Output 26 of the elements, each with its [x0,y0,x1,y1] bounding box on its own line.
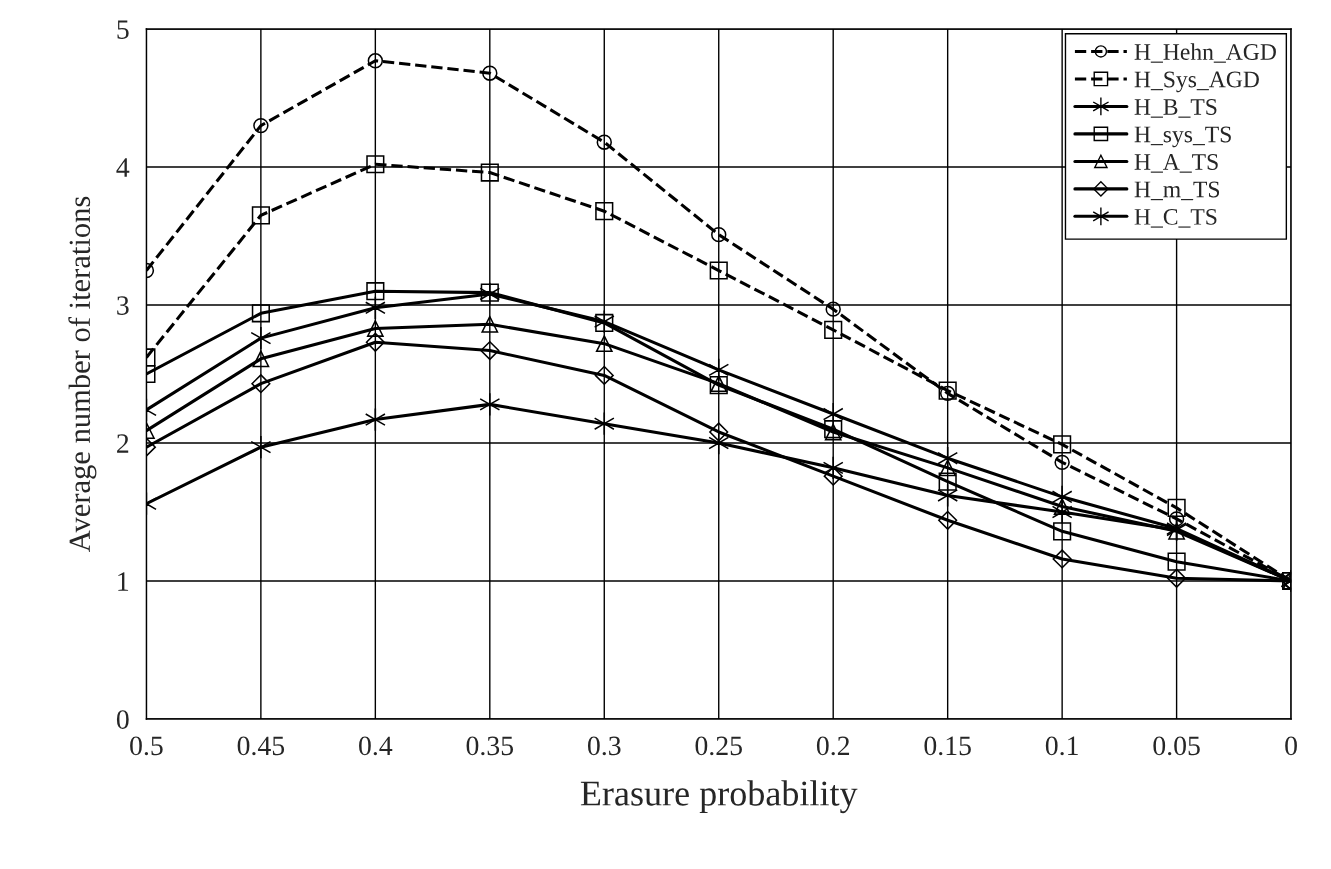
y-tick-label: 1 [118,572,129,591]
y-tick-label: 2 [117,434,129,453]
legend-label: H_C_TS [1134,208,1217,228]
x-tick-label: 0.35 [466,736,514,756]
legend-label: H_Sys_AGD [1134,71,1259,93]
x-axis-title: Erasure probability [580,780,858,814]
x-tick-label: 0.15 [924,736,971,756]
x-tick-label: 0.05 [1153,736,1200,756]
x-tick-label: 0 [1285,736,1297,756]
x-tick-label: 0.3 [587,736,621,756]
y-tick-label: 5 [117,20,129,39]
legend-label: H_sys_TS [1134,126,1231,148]
y-tick-label: 0 [116,710,129,729]
legend-label: H_Hehn_AGD [1134,43,1276,63]
x-tick-label: 0.4 [359,736,393,756]
x-tick-label: 0.45 [237,736,285,756]
legend-label: H_B_TS [1134,99,1217,118]
y-tick-label: 3 [117,296,129,315]
x-tick-label: 0.5 [130,736,163,756]
y-axis-title: Average number of iterations [68,196,97,553]
x-tick-label: 0.1 [1045,736,1078,756]
x-tick-label: 0.2 [816,736,850,756]
x-tick-label: 0.25 [695,736,742,756]
legend-label: H_m_TS [1134,181,1220,201]
y-tick-label: 4 [116,158,130,177]
legend-label: H_A_TS [1134,154,1218,173]
